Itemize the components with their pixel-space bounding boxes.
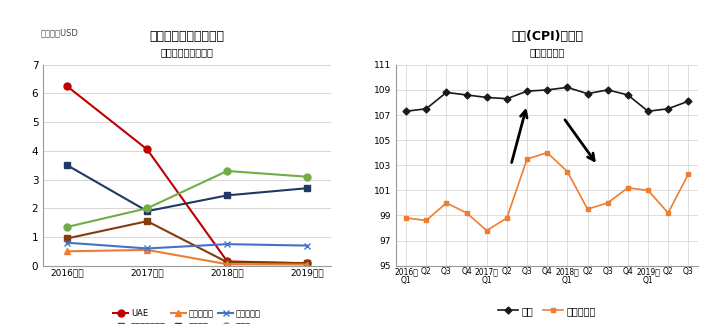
Line: バーレーン: バーレーン <box>64 247 310 268</box>
Line: クウェート: クウェート <box>64 239 310 252</box>
全体 <box>583 92 592 96</box>
クウェート <box>303 244 312 248</box>
Text: 単位：億USD: 単位：億USD <box>40 29 78 38</box>
全体 <box>402 109 410 113</box>
Line: 食料・飲料: 食料・飲料 <box>404 150 690 233</box>
全体 <box>543 88 552 92</box>
UAE <box>143 147 151 151</box>
全体 <box>523 89 531 93</box>
Title: 物価(CPI)の推移: 物価(CPI)の推移 <box>511 30 583 43</box>
クウェート <box>143 247 151 250</box>
バーレーン <box>303 262 312 266</box>
トルコ <box>143 206 151 210</box>
全体 <box>644 109 652 113</box>
オマーン <box>223 193 232 197</box>
オマーン <box>143 209 151 213</box>
サウジアラビア <box>223 260 232 264</box>
食料・飲料 <box>402 216 410 220</box>
全体 <box>684 99 693 103</box>
食料・飲料 <box>523 157 531 161</box>
全体 <box>664 107 672 111</box>
食料・飲料 <box>583 207 592 211</box>
Text: ［四半期毎］: ［四半期毎］ <box>530 47 564 57</box>
全体 <box>442 90 451 94</box>
全体 <box>563 86 572 89</box>
全体 <box>603 88 612 92</box>
全体 <box>422 107 431 111</box>
Title: 相手国別輸入額の推移: 相手国別輸入額の推移 <box>150 30 225 43</box>
全体 <box>462 93 471 97</box>
UAE <box>303 261 312 265</box>
オマーン <box>63 163 71 167</box>
トルコ <box>63 225 71 229</box>
食料・飲料 <box>503 216 511 220</box>
食料・飲料 <box>644 188 652 192</box>
UAE <box>223 260 232 263</box>
全体 <box>482 96 491 99</box>
サウジアラビア <box>143 219 151 223</box>
オマーン <box>303 186 312 190</box>
食料・飲料 <box>462 211 471 215</box>
Line: オマーン: オマーン <box>64 162 310 214</box>
Text: （一期あたり平均）: （一期あたり平均） <box>161 47 214 57</box>
サウジアラビア <box>303 261 312 265</box>
食料・飲料 <box>684 172 693 176</box>
食料・飲料 <box>482 229 491 233</box>
サウジアラビア <box>63 237 71 240</box>
食料・飲料 <box>624 186 632 190</box>
クウェート <box>63 241 71 245</box>
トルコ <box>303 175 312 179</box>
食料・飲料 <box>563 169 572 173</box>
食料・飲料 <box>664 211 672 215</box>
全体 <box>503 97 511 101</box>
バーレーン <box>143 248 151 252</box>
クウェート <box>223 242 232 246</box>
Legend: 全体, 食料・飲料: 全体, 食料・飲料 <box>495 302 600 319</box>
食料・飲料 <box>603 201 612 205</box>
バーレーン <box>63 249 71 253</box>
バーレーン <box>223 262 232 266</box>
食料・飲料 <box>422 218 431 222</box>
Line: サウジアラビア: サウジアラビア <box>64 218 310 267</box>
食料・飲料 <box>543 151 552 155</box>
トルコ <box>223 169 232 173</box>
Line: UAE: UAE <box>64 83 310 267</box>
UAE <box>63 84 71 88</box>
Legend: UAE, サウジアラビア, バーレーン, オマーン, クウェート, トルコ: UAE, サウジアラビア, バーレーン, オマーン, クウェート, トルコ <box>110 306 264 324</box>
Line: トルコ: トルコ <box>64 168 310 230</box>
全体 <box>624 93 632 97</box>
Line: 全体: 全体 <box>404 85 690 114</box>
食料・飲料 <box>442 201 451 205</box>
